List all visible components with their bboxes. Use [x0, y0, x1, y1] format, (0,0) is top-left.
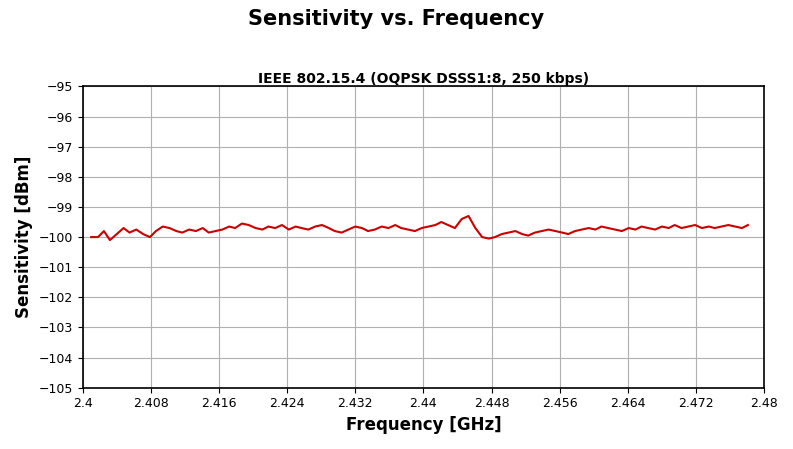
X-axis label: Frequency [GHz]: Frequency [GHz]: [346, 416, 501, 434]
Title: IEEE 802.15.4 (OQPSK DSSS1:8, 250 kbps): IEEE 802.15.4 (OQPSK DSSS1:8, 250 kbps): [258, 72, 589, 87]
Text: Sensitivity vs. Frequency: Sensitivity vs. Frequency: [248, 9, 545, 29]
Y-axis label: Sensitivity [dBm]: Sensitivity [dBm]: [15, 156, 33, 318]
